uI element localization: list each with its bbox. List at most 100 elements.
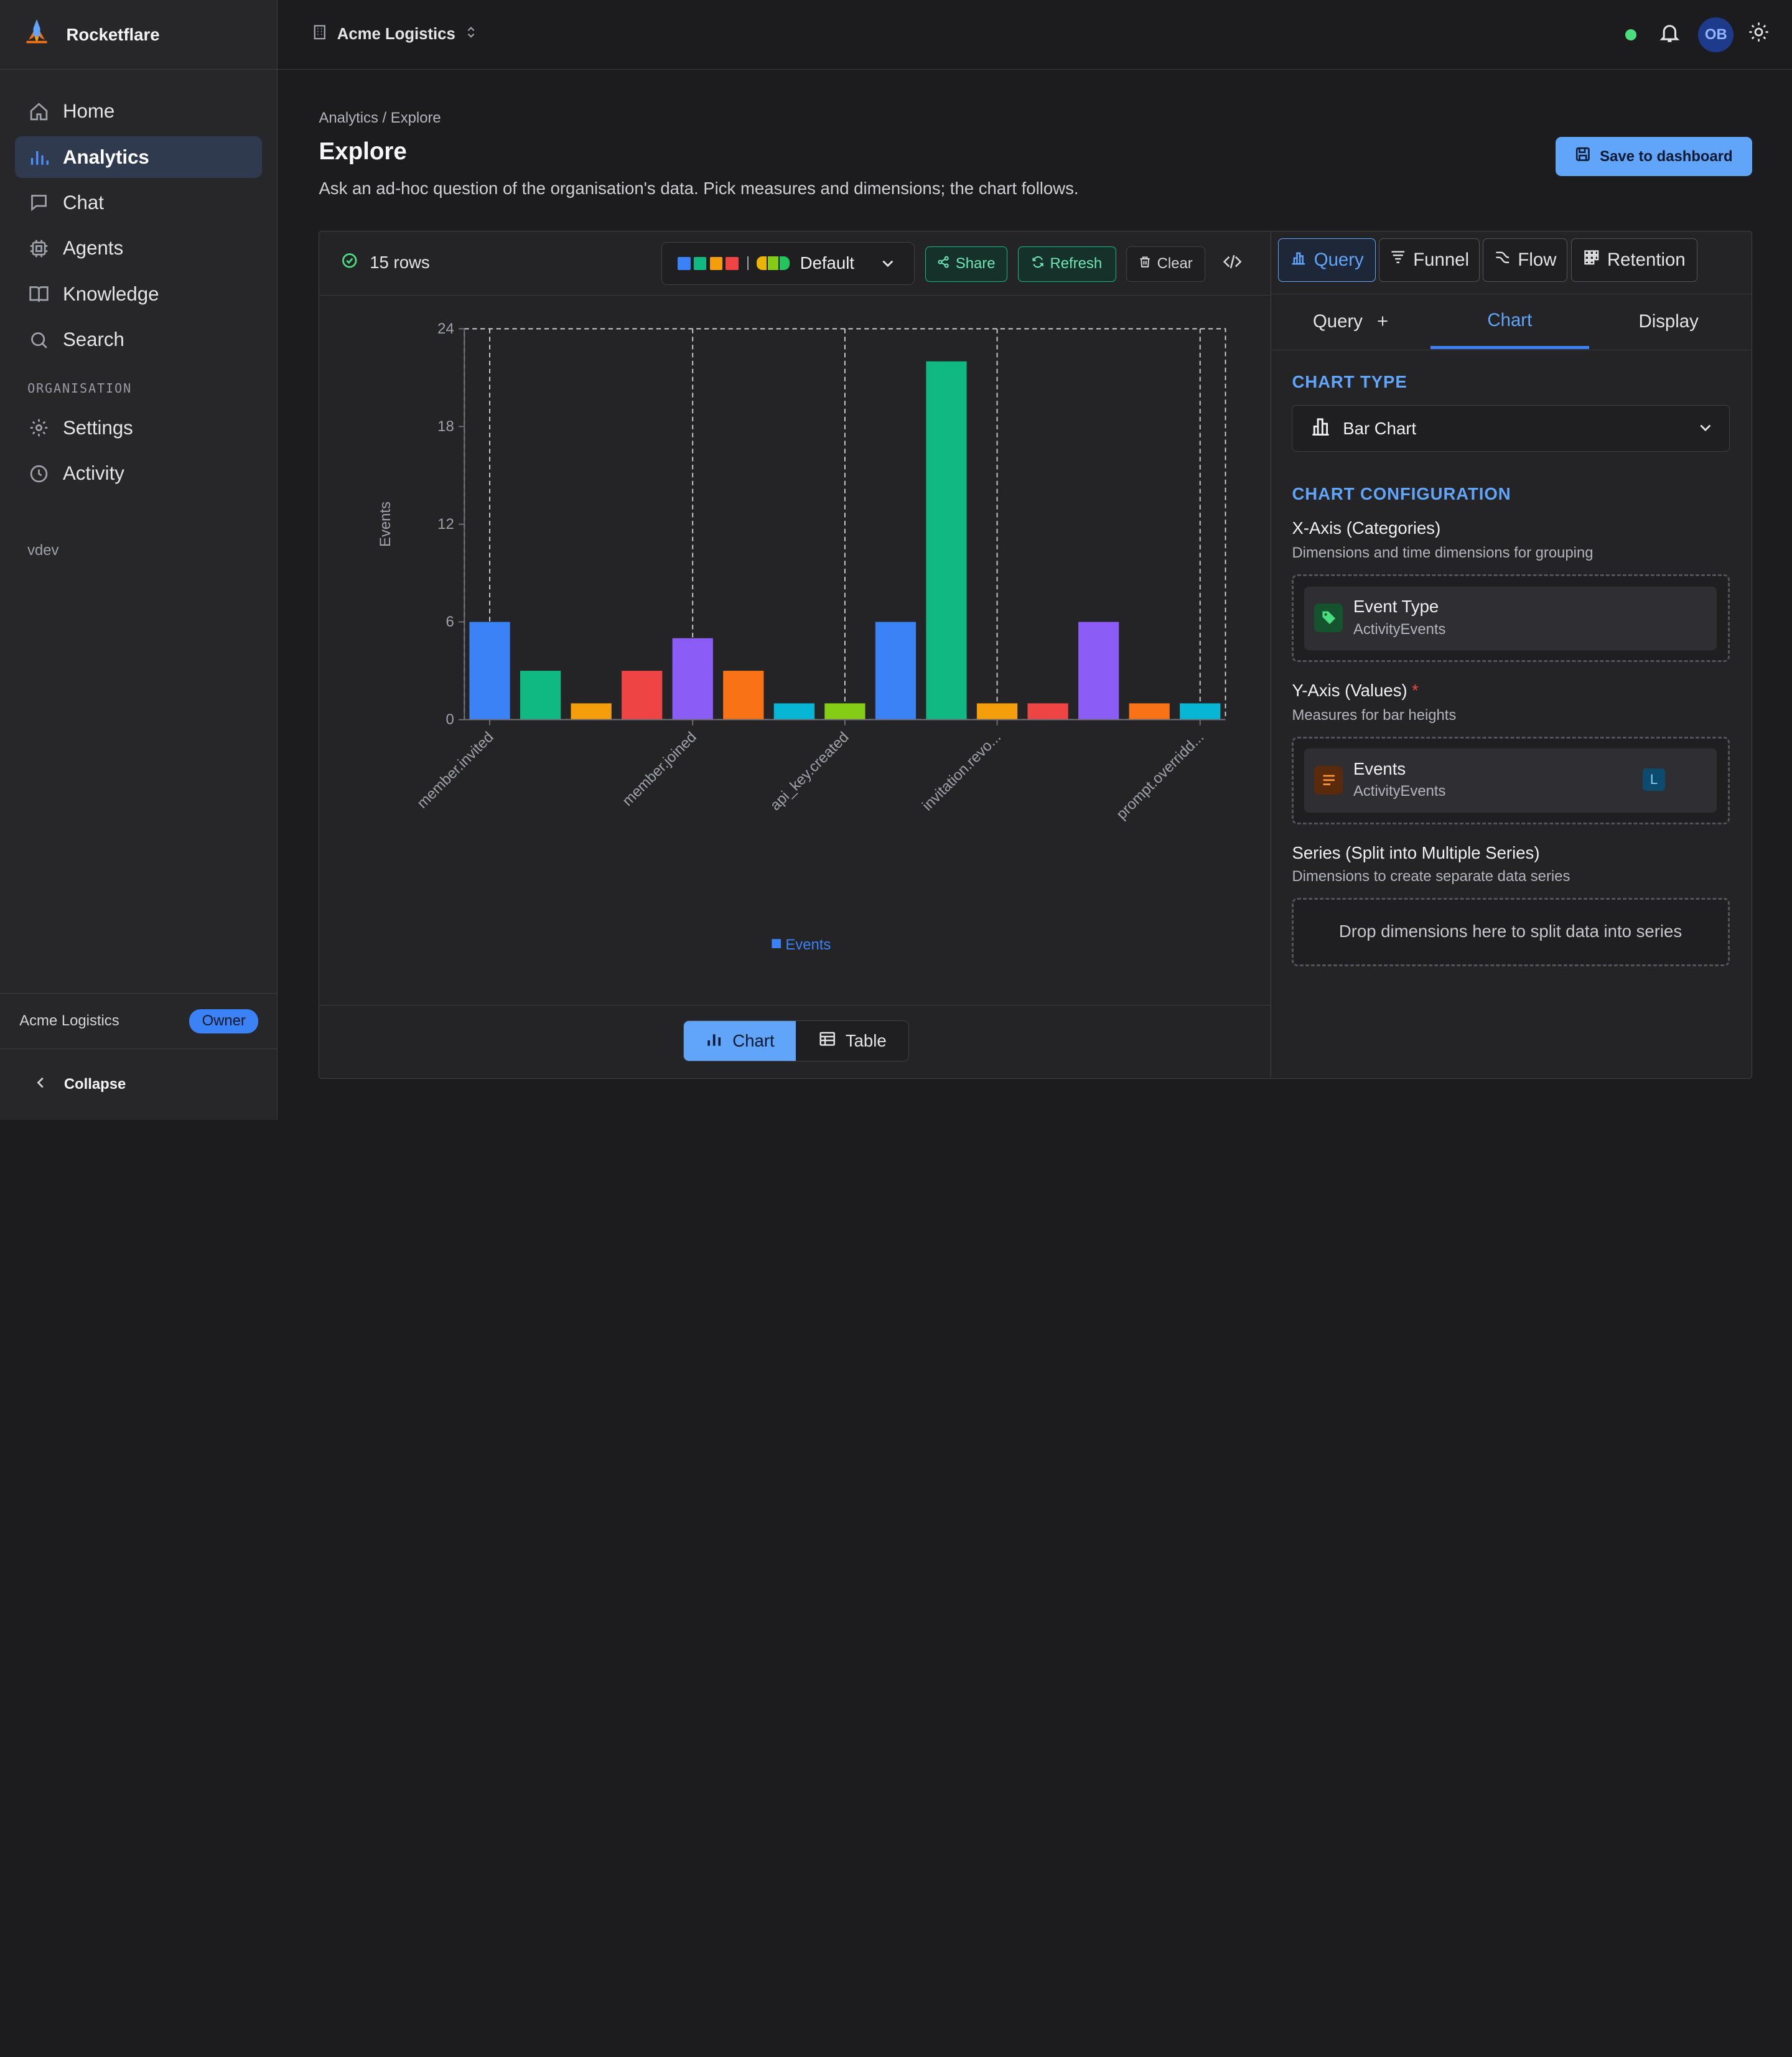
bar <box>469 622 511 720</box>
view-footer: Chart Table <box>319 1005 1272 1077</box>
bar <box>520 670 561 720</box>
sidebar-item-knowledge[interactable]: Knowledge <box>15 273 263 315</box>
legend-label: Events <box>786 936 831 953</box>
sidebar-item-label: Search <box>62 329 124 351</box>
save-button-label: Save to dashboard <box>1600 147 1733 165</box>
role-badge: Owner <box>189 1009 259 1033</box>
x-axis-drop-zone[interactable]: Event Type ActivityEvents <box>1292 574 1730 663</box>
org-footer[interactable]: Acme Logistics Owner <box>0 993 278 1050</box>
x-axis-dimension-chip[interactable]: Event Type ActivityEvents <box>1304 586 1717 651</box>
bell-icon[interactable] <box>1658 21 1681 49</box>
collapse-label: Collapse <box>63 1076 126 1093</box>
tab-retention-mode[interactable]: Retention <box>1570 238 1698 282</box>
config-sub-tabs: Query Chart Display <box>1271 294 1752 350</box>
grid-icon <box>1583 249 1600 271</box>
sidebar-item-chat[interactable]: Chat <box>15 182 263 224</box>
tab-flow-mode[interactable]: Flow <box>1483 238 1568 282</box>
sidebar-item-label: Knowledge <box>62 282 159 305</box>
chart-type-heading: CHART TYPE <box>1292 371 1407 391</box>
measure-name: Events <box>1353 758 1406 778</box>
chart-area: 0 6 12 18 24 member.invited member.joined api_k… <box>319 297 1271 1005</box>
required-marker: * <box>1412 680 1419 700</box>
row-count-label: 15 rows <box>370 253 430 273</box>
brand[interactable]: Rocketflare <box>0 0 278 70</box>
sun-icon[interactable] <box>1748 22 1769 47</box>
bar <box>977 703 1018 720</box>
sidebar-item-home[interactable]: Home <box>15 90 263 133</box>
sidebar-item-settings[interactable]: Settings <box>15 407 263 449</box>
book-icon <box>29 284 49 304</box>
org-switcher[interactable]: Acme Logistics <box>311 24 478 45</box>
code-view-button[interactable] <box>1215 246 1249 282</box>
trash-icon <box>1139 255 1151 273</box>
bar <box>926 361 968 720</box>
page-title: Explore <box>319 138 407 166</box>
chart-type-value: Bar Chart <box>1343 418 1417 438</box>
bar-chart[interactable]: 0 6 12 18 24 member.invited member.joined api_k… <box>319 297 1271 1005</box>
axis-side-badge[interactable]: L <box>1642 768 1666 791</box>
chart-type-select[interactable]: Bar Chart <box>1292 405 1730 452</box>
environment-label: vdev <box>27 541 59 559</box>
chevron-down-icon <box>1697 419 1714 440</box>
avatar[interactable]: OB <box>1698 17 1734 53</box>
gear-icon <box>29 417 49 438</box>
tab-label: Chart <box>1487 309 1533 330</box>
top-bar: Acme Logistics OB <box>278 0 1792 70</box>
plus-icon[interactable] <box>1376 311 1389 332</box>
table-view-button[interactable]: Table <box>796 1021 908 1061</box>
sidebar-item-agents[interactable]: Agents <box>15 227 263 269</box>
y-axis-title-text: Y-Axis (Values) <box>1292 680 1407 700</box>
results-toolbar: 15 rows Default <box>319 231 1271 296</box>
bar <box>1129 703 1170 720</box>
tab-query[interactable]: Query <box>1271 294 1430 349</box>
x-tick-label: member.invited <box>414 729 497 811</box>
sidebar-item-search[interactable]: Search <box>15 319 263 361</box>
sidebar-item-label: Analytics <box>62 146 149 168</box>
share-label: Share <box>955 255 996 273</box>
flow-icon <box>1494 249 1511 271</box>
clear-label: Clear <box>1157 255 1193 273</box>
bar <box>875 622 917 720</box>
series-drop-zone[interactable]: Drop dimensions here to split data into … <box>1292 897 1730 966</box>
x-axis-subtitle: Dimensions and time dimensions for group… <box>1292 544 1594 562</box>
building-icon <box>311 24 329 45</box>
save-to-dashboard-button[interactable]: Save to dashboard <box>1555 137 1752 176</box>
x-tick-label: invitation.revo... <box>919 729 1004 814</box>
clear-button[interactable]: Clear <box>1126 246 1205 282</box>
y-tick-label: 0 <box>446 711 454 728</box>
palette-selector[interactable]: Default <box>661 241 915 286</box>
bar-chart-icon <box>1290 249 1307 271</box>
bar <box>1180 703 1221 720</box>
collapse-button[interactable]: Collapse <box>0 1049 278 1120</box>
tab-query-mode[interactable]: Query <box>1278 238 1376 282</box>
y-axis-measure-chip[interactable]: Events ActivityEvents L <box>1304 749 1717 813</box>
tab-display[interactable]: Display <box>1589 294 1748 349</box>
chevron-left-icon <box>34 1076 48 1094</box>
dimension-cube: ActivityEvents <box>1353 620 1446 638</box>
chart-configuration-heading: CHART CONFIGURATION <box>1292 483 1511 503</box>
tab-chart[interactable]: Chart <box>1430 294 1589 350</box>
search-icon <box>29 330 49 350</box>
y-tick-label: 12 <box>438 516 455 533</box>
share-button[interactable]: Share <box>925 246 1008 282</box>
refresh-button[interactable]: Refresh <box>1017 246 1116 282</box>
y-tick-label: 24 <box>438 320 455 337</box>
x-tick-label: prompt.overridd... <box>1113 729 1207 823</box>
sidebar-item-activity[interactable]: Activity <box>15 452 263 495</box>
y-axis-title: Y-Axis (Values) * <box>1292 681 1418 701</box>
check-circle-icon <box>341 252 358 274</box>
gradient-swatch <box>768 256 778 271</box>
sidebar-item-label: Home <box>62 100 115 123</box>
bar <box>571 703 612 720</box>
x-tick-label: api_key.created <box>767 729 852 814</box>
org-name: Acme Logistics <box>19 1012 119 1030</box>
refresh-icon <box>1032 255 1044 273</box>
y-axis-drop-zone[interactable]: Events ActivityEvents L <box>1292 736 1730 825</box>
home-icon <box>29 101 49 122</box>
tab-funnel-mode[interactable]: Funnel <box>1379 238 1480 282</box>
section-label-organisation: ORGANISATION <box>27 380 132 396</box>
sidebar-item-analytics[interactable]: Analytics <box>14 136 263 179</box>
chart-view-button[interactable]: Chart <box>683 1021 796 1061</box>
bar <box>673 638 714 720</box>
rocket-logo-icon <box>23 18 50 50</box>
